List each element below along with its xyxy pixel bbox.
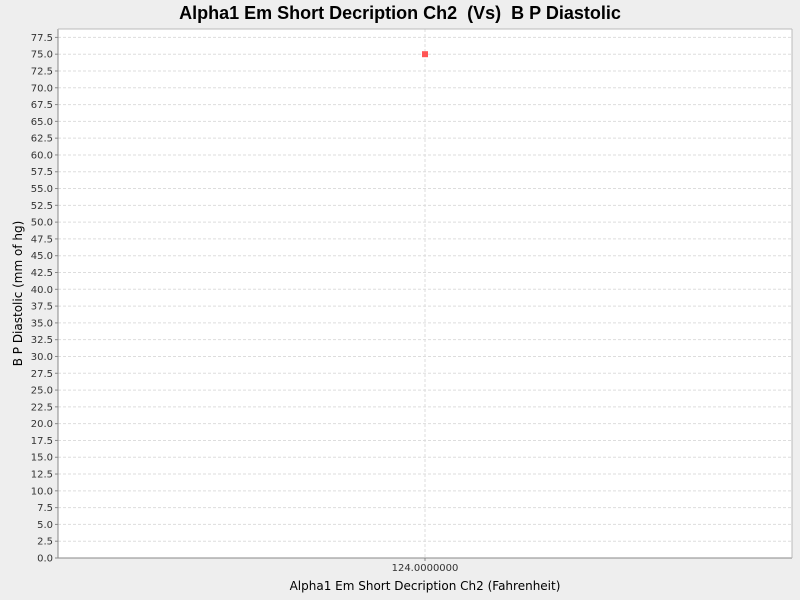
y-tick-label: 7.5 xyxy=(37,503,53,514)
y-tick-label: 40.0 xyxy=(31,285,53,296)
y-tick-label: 12.5 xyxy=(31,470,53,481)
y-tick-label: 27.5 xyxy=(31,369,53,380)
y-tick-label: 25.0 xyxy=(31,386,53,397)
y-tick-label: 45.0 xyxy=(31,251,53,262)
y-tick-label: 77.5 xyxy=(31,33,53,44)
y-tick-label: 75.0 xyxy=(31,50,53,61)
y-tick-label: 57.5 xyxy=(31,167,53,178)
y-tick-label: 50.0 xyxy=(31,218,53,229)
y-tick-label: 37.5 xyxy=(31,302,53,313)
x-tick-label: 124.0000000 xyxy=(392,563,459,574)
y-tick-label: 0.0 xyxy=(37,554,53,565)
y-axis-label: B P Diastolic (mm of hg) xyxy=(11,221,25,367)
y-tick-label: 42.5 xyxy=(31,268,53,279)
y-tick-label: 30.0 xyxy=(31,352,53,363)
x-axis-label: Alpha1 Em Short Decription Ch2 (Fahrenhe… xyxy=(290,579,561,593)
y-tick-label: 35.0 xyxy=(31,318,53,329)
y-tick-label: 17.5 xyxy=(31,436,53,447)
plot-area xyxy=(58,29,792,558)
y-tick-label: 2.5 xyxy=(37,537,53,548)
y-tick-label: 62.5 xyxy=(31,134,53,145)
y-tick-label: 65.0 xyxy=(31,117,53,128)
y-tick-label: 10.0 xyxy=(31,486,53,497)
y-tick-label: 47.5 xyxy=(31,234,53,245)
chart-title: Alpha1 Em Short Decription Ch2 (Vs) B P … xyxy=(179,3,621,23)
y-tick-label: 52.5 xyxy=(31,201,53,212)
y-tick-label: 67.5 xyxy=(31,100,53,111)
y-tick-label: 72.5 xyxy=(31,66,53,77)
y-tick-label: 70.0 xyxy=(31,83,53,94)
y-tick-label: 60.0 xyxy=(31,150,53,161)
y-tick-label: 22.5 xyxy=(31,402,53,413)
y-tick-label: 20.0 xyxy=(31,419,53,430)
y-tick-label: 32.5 xyxy=(31,335,53,346)
data-point xyxy=(422,51,428,58)
y-tick-label: 15.0 xyxy=(31,453,53,464)
y-tick-label: 5.0 xyxy=(37,520,53,531)
y-tick-label: 55.0 xyxy=(31,184,53,195)
